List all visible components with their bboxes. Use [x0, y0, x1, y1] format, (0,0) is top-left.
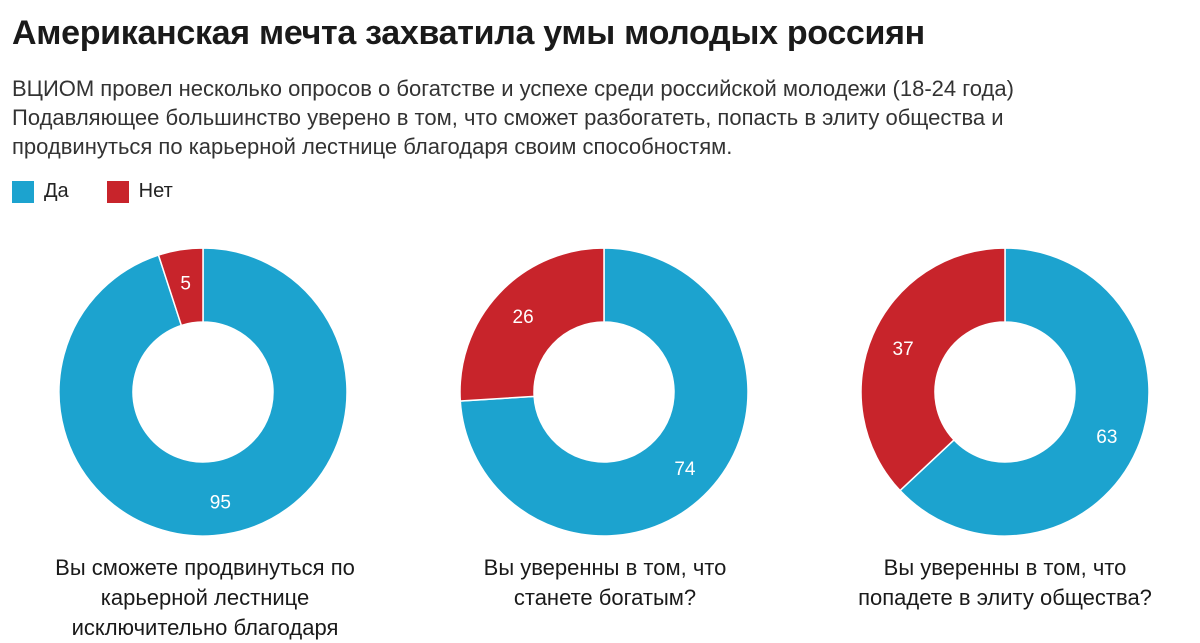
- slice-label-yes: 95: [210, 493, 231, 514]
- caption-line: станете богатым?: [513, 585, 697, 610]
- legend-label-yes: Да: [44, 180, 69, 202]
- legend-item-no: Нет: [106, 180, 173, 203]
- subtitle-line: ВЦИОМ провел несколько опросов о богатст…: [12, 76, 1014, 101]
- legend-label-no: Нет: [138, 180, 173, 202]
- legend-item-yes: Да: [12, 180, 69, 203]
- chart-title: Американская мечта захватила умы молодых…: [12, 14, 925, 52]
- legend-swatch-yes: [12, 180, 34, 203]
- slice-label-no: 37: [893, 339, 914, 360]
- chart-caption-3: Вы уверенны в том, что попадете в элиту …: [815, 553, 1195, 613]
- slice-label-yes: 74: [674, 459, 696, 480]
- slice-label-no: 5: [180, 273, 191, 294]
- caption-line: Вы уверенны в том, что: [483, 555, 727, 580]
- donut-charts: 95 5 74 26 63 37: [58, 247, 1150, 537]
- slice-yes: [898, 247, 1150, 537]
- slice-yes: [58, 247, 348, 537]
- subtitle-line: Подавляющее большинство уверено в том, ч…: [12, 105, 1004, 130]
- subtitle-line: продвинуться по карьерной лестнице благо…: [12, 134, 733, 159]
- slice-no: [860, 247, 1006, 492]
- slice-no: [157, 247, 204, 327]
- chart-caption-2: Вы уверенны в том, что станете богатым?: [415, 553, 795, 613]
- slice-yes: [459, 247, 749, 537]
- slice-label-no: 26: [513, 307, 534, 328]
- slice-no: [459, 247, 605, 402]
- subtitle: ВЦИОМ провел несколько опросов о богатст…: [12, 74, 1192, 161]
- chart-caption-1: Вы сможете продвинуться по карьерной лес…: [15, 553, 395, 643]
- caption-line: попадете в элиту общества?: [858, 585, 1152, 610]
- legend-swatch-no: [106, 180, 129, 203]
- caption-line: Вы сможете продвинуться по: [55, 555, 355, 580]
- legend: Да Нет: [12, 180, 211, 203]
- caption-line: исключительно благодаря: [71, 615, 339, 640]
- caption-line: Вы уверенны в том, что: [883, 555, 1127, 580]
- slice-label-yes: 63: [1096, 427, 1117, 448]
- caption-line: карьерной лестнице: [100, 585, 310, 610]
